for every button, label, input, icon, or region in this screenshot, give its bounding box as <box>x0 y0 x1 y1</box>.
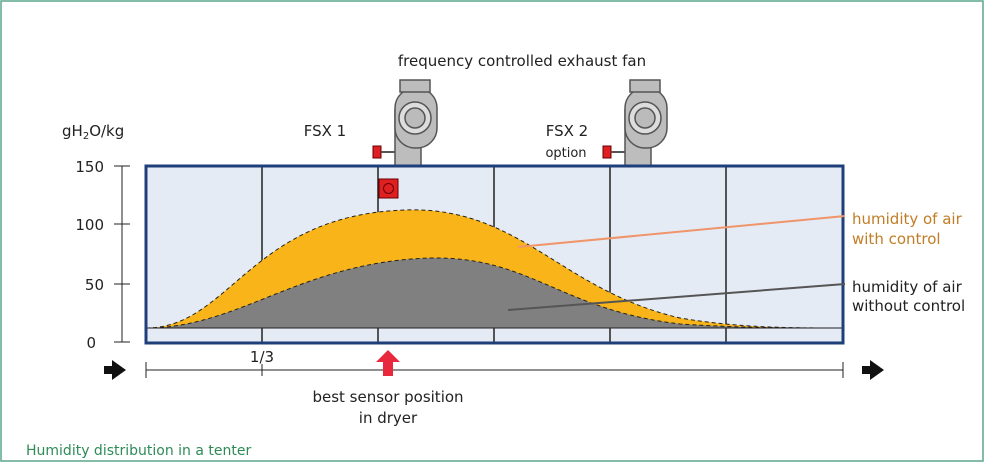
legend-label: without control <box>852 297 965 315</box>
title: frequency controlled exhaust fan <box>398 52 646 70</box>
sensor-label: in dryer <box>359 409 418 427</box>
tick-label: 150 <box>75 158 104 176</box>
sensor <box>379 179 398 198</box>
diagram: frequency controlled exhaust fan FSX 1 F… <box>0 0 984 462</box>
tick-label: 100 <box>75 216 104 234</box>
tick-label: 50 <box>85 276 104 294</box>
axis-unit: gH2O/kg <box>62 122 124 142</box>
legend-label: humidity of air <box>852 210 963 228</box>
length-label: 1/3 <box>250 348 274 366</box>
legend-label: humidity of air <box>852 278 963 296</box>
legend-label: with control <box>852 230 941 248</box>
fan-label: FSX 2 <box>546 122 588 140</box>
caption: Humidity distribution in a tenter <box>26 443 251 459</box>
tick-label: 0 <box>86 334 96 352</box>
fan-note: option <box>545 146 586 161</box>
sensor-label: best sensor position <box>312 388 463 406</box>
fan-label: FSX 1 <box>304 122 346 140</box>
